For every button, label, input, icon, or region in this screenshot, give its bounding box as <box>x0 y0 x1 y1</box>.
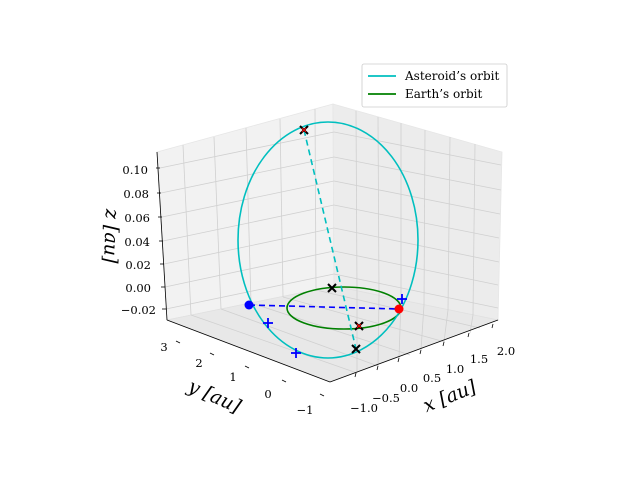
y-axis-line <box>166 319 331 383</box>
asteroid-dashed-line <box>303 129 357 350</box>
x-tick-label: 1.5 <box>470 352 488 366</box>
x-marker-earth-red <box>356 323 362 329</box>
z-tick-label: 0.08 <box>123 187 149 201</box>
y-tick-label: 0 <box>264 387 271 401</box>
grid-floor-y-1 <box>190 314 358 374</box>
x-tick-mark <box>491 323 494 329</box>
x-tick-label: 0.0 <box>400 381 418 395</box>
grid-y-left-1 <box>182 144 192 316</box>
axes-panes <box>156 103 503 383</box>
grid-z-left-2 <box>164 250 335 288</box>
y-tick-mark <box>244 365 250 369</box>
legend-label-asteroid: Asteroid’s orbit <box>404 69 499 83</box>
x-tick-label: −1.0 <box>350 401 378 415</box>
z-tick-label: −0.02 <box>121 303 156 317</box>
grid-x-right-6 <box>472 143 476 316</box>
y-tick-mark <box>319 393 325 397</box>
y-tick-mark <box>175 340 181 344</box>
z-tick-label: 0.06 <box>124 211 150 225</box>
legend-label-earth: Earth’s orbit <box>405 87 482 101</box>
grid-y-left-5 <box>314 108 317 291</box>
grid-x-right-4 <box>423 129 426 306</box>
x-tick-label: 1.0 <box>446 362 464 376</box>
grid-z-right-3 <box>333 227 500 263</box>
x-tick-mark <box>442 341 445 347</box>
x-marker-center <box>327 283 337 293</box>
grid-x-right-2 <box>377 116 380 296</box>
y-tick-label: −1 <box>297 403 314 417</box>
grid-floor-x-2 <box>377 294 380 367</box>
blue-dot-marker <box>244 300 254 310</box>
grid-floor-x-4 <box>420 304 425 351</box>
red-dot-marker <box>394 304 404 314</box>
grid-x-right-1 <box>355 110 358 292</box>
x-tick-mark <box>419 349 422 355</box>
x-marker-top-red <box>301 127 307 133</box>
x-tick-mark <box>354 372 357 378</box>
grid-z-left-1 <box>165 273 335 310</box>
asteroid-orbit-line <box>237 121 419 359</box>
y-tick-label: 1 <box>229 370 236 384</box>
x-tick-label: −0.5 <box>372 391 400 405</box>
plus-marker-bottom <box>291 348 301 358</box>
z-tick-label: 0.00 <box>125 281 151 295</box>
axis-lines <box>156 151 499 383</box>
tick-marks <box>156 167 494 397</box>
plus-marker-left <box>263 318 273 328</box>
x-tick-labels: −1.0 −0.5 0.0 0.5 1.0 1.5 2.0 <box>350 344 515 415</box>
z-axis-line <box>156 151 168 321</box>
markers <box>244 125 407 358</box>
x-tick-mark <box>397 357 400 363</box>
z-tick-label: 0.10 <box>122 163 148 177</box>
x-tick-label: 2.0 <box>497 344 515 358</box>
grid-y-left-4 <box>279 118 284 298</box>
y-tick-labels: −1 0 1 2 3 <box>160 340 313 417</box>
x-tick-mark <box>467 332 470 338</box>
x-marker-bottom <box>351 344 361 354</box>
z-tick-label: 0.04 <box>124 235 150 249</box>
grid-y-left-3 <box>245 127 252 304</box>
y-tick-mark <box>281 379 287 383</box>
z-axis-label: z [au] <box>99 208 123 265</box>
grid-floor-y-4 <box>282 296 446 343</box>
plus-marker-right <box>397 294 407 304</box>
node-dashed-line <box>248 304 400 310</box>
grid-floor-y-2 <box>220 308 379 367</box>
grid-y-left-2 <box>213 136 222 310</box>
z-tick-labels: −0.02 0.00 0.02 0.04 0.06 0.08 0.10 <box>121 163 156 317</box>
grid-floor-x-5 <box>443 309 449 343</box>
grid-x-right-5 <box>447 136 451 311</box>
grid-z-right-6 <box>333 156 502 191</box>
legend-box <box>361 63 508 108</box>
x-axis-line <box>329 319 499 383</box>
grid-z-right-7 <box>333 131 502 166</box>
z-tick-label: 0.02 <box>125 258 151 272</box>
grid-z-right-5 <box>333 180 501 215</box>
y-tick-mark <box>209 352 215 356</box>
x-tick-label: 0.5 <box>423 371 441 385</box>
y-tick-label: 2 <box>195 356 202 370</box>
y-tick-label: 3 <box>160 340 167 354</box>
x-tick-mark <box>376 365 379 371</box>
legend: Asteroid’s orbit Earth’s orbit <box>361 63 508 108</box>
grid-z-right-1 <box>333 273 499 309</box>
